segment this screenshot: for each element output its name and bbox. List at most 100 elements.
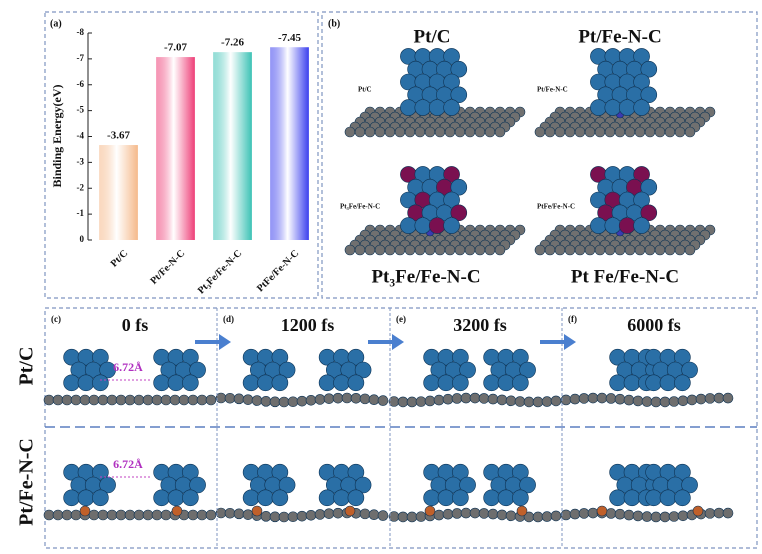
substrate-atom: [454, 126, 466, 138]
substrate-atom: [644, 126, 656, 138]
substrate-atom: [88, 509, 100, 521]
substrate-atom: [384, 244, 396, 256]
substrate-atom: [350, 392, 362, 404]
metal-atom: [633, 166, 650, 183]
bar: [270, 47, 309, 241]
substrate-atom: [584, 244, 596, 256]
metal-atom: [674, 489, 691, 507]
x-tick-label: Pt/C: [109, 248, 131, 270]
substrate-atom: [178, 394, 190, 406]
bar-chart: 0 -1 -2 -3 -4 -5 -6 -7 -8 -3.67 Pt/C -7.07 Pt/Fe-N-C…: [77, 27, 309, 296]
substrate-atom: [287, 396, 299, 408]
metal-atom: [452, 348, 469, 366]
y-axis-label: Binding Energy(eV): [50, 84, 64, 187]
substrate-atom: [374, 244, 386, 256]
substrate-atom: [151, 509, 163, 521]
value-label: -7.26: [221, 37, 244, 49]
substrate-atom: [406, 396, 418, 408]
substrate-atom: [269, 396, 281, 408]
frame-label: (f): [568, 314, 577, 324]
substrate-atom: [578, 393, 590, 404]
substrate-atom: [233, 508, 245, 520]
substrate-atom: [544, 244, 556, 256]
substrate-atom: [464, 126, 476, 138]
substrate-atom: [97, 394, 109, 406]
substrate-atom: [196, 394, 208, 406]
substrate-atom: [564, 126, 576, 138]
substrate-atom: [359, 508, 371, 520]
substrate-atom: [142, 394, 154, 406]
substrate-atom: [659, 511, 671, 523]
substrate-atom: [52, 394, 64, 406]
substrate-atom: [713, 507, 725, 519]
substrate-atom: [115, 394, 127, 406]
substrate-atom: [296, 395, 308, 407]
substrate-atom: [532, 511, 544, 523]
substrate-atom: [242, 509, 254, 520]
substrate-atom: [460, 392, 472, 404]
substrate-atom: [106, 394, 118, 406]
substrate-atom: [415, 396, 427, 407]
substrate-atom: [278, 511, 290, 523]
substrate-atom: [632, 395, 644, 407]
substrate-atom: [534, 244, 546, 256]
row-label: Pt/Fe-N-C: [16, 438, 38, 526]
substrate-atom: [587, 507, 599, 519]
metal-atom: [618, 217, 636, 234]
substrate-atom: [614, 508, 626, 520]
substrate-atom: [296, 510, 308, 522]
metal-atom: [590, 99, 607, 116]
metal-atom: [354, 476, 372, 494]
structure-tag: Pt₃Fe/Fe-N-C: [340, 203, 380, 211]
substrate-atom: [124, 394, 136, 406]
md-frames: (c) 0 fs (d) 1200 fs (e) 3200 fs (f) 6000 fs 6.7…: [51, 308, 681, 548]
substrate-atom: [424, 395, 436, 407]
substrate-atom: [433, 394, 445, 406]
dopant-atom: [171, 505, 183, 517]
y-tick-label: -7: [77, 53, 85, 63]
substrate-atom: [554, 244, 566, 256]
substrate-atom: [605, 508, 617, 519]
metal-atom: [242, 489, 260, 507]
metal-atom: [77, 489, 95, 507]
metal-atom: [437, 374, 455, 392]
y-tick-label: -1: [77, 208, 85, 218]
substrate-atom: [442, 393, 454, 405]
substrate-atom: [205, 394, 217, 406]
substrate-atom: [444, 126, 456, 138]
substrate-atom: [505, 510, 517, 522]
y-tick-label: -8: [77, 27, 85, 37]
y-tick-label: -6: [77, 79, 85, 89]
metal-atom: [604, 99, 622, 116]
panel-label: (b): [328, 18, 340, 29]
metal-atom: [659, 489, 677, 507]
structure-title: Pt/Fe-N-C: [578, 26, 661, 47]
metal-atom: [63, 489, 80, 507]
metal-atom: [618, 99, 636, 116]
y-tick-label: -5: [77, 105, 85, 115]
substrate-atom: [541, 511, 553, 522]
substrate-atom: [374, 126, 386, 138]
substrate-atom: [233, 393, 245, 405]
metal-atom: [450, 86, 468, 104]
substrate-atom: [151, 394, 163, 406]
x-tick-label: Pt₃Fe/Fe-N-C: [196, 248, 244, 296]
metal-atom: [483, 489, 500, 507]
metal-atom: [423, 374, 440, 392]
substrate-atom: [414, 126, 426, 138]
metal-atom: [459, 476, 476, 494]
substrate-atom: [451, 393, 463, 404]
substrate-atom: [659, 396, 671, 408]
metal-atom: [452, 463, 469, 481]
metal-atom: [443, 73, 460, 91]
metal-atom: [400, 217, 417, 234]
y-tick-label: 0: [80, 234, 85, 244]
substrate-atom: [574, 244, 586, 256]
substrate-atom: [460, 507, 472, 519]
substrate-atom: [196, 509, 208, 521]
substrate-atom: [684, 126, 696, 138]
metal-atom: [189, 361, 206, 379]
substrate-atom: [187, 509, 199, 521]
substrate-atom: [624, 244, 636, 256]
substrate-atom: [594, 126, 606, 138]
